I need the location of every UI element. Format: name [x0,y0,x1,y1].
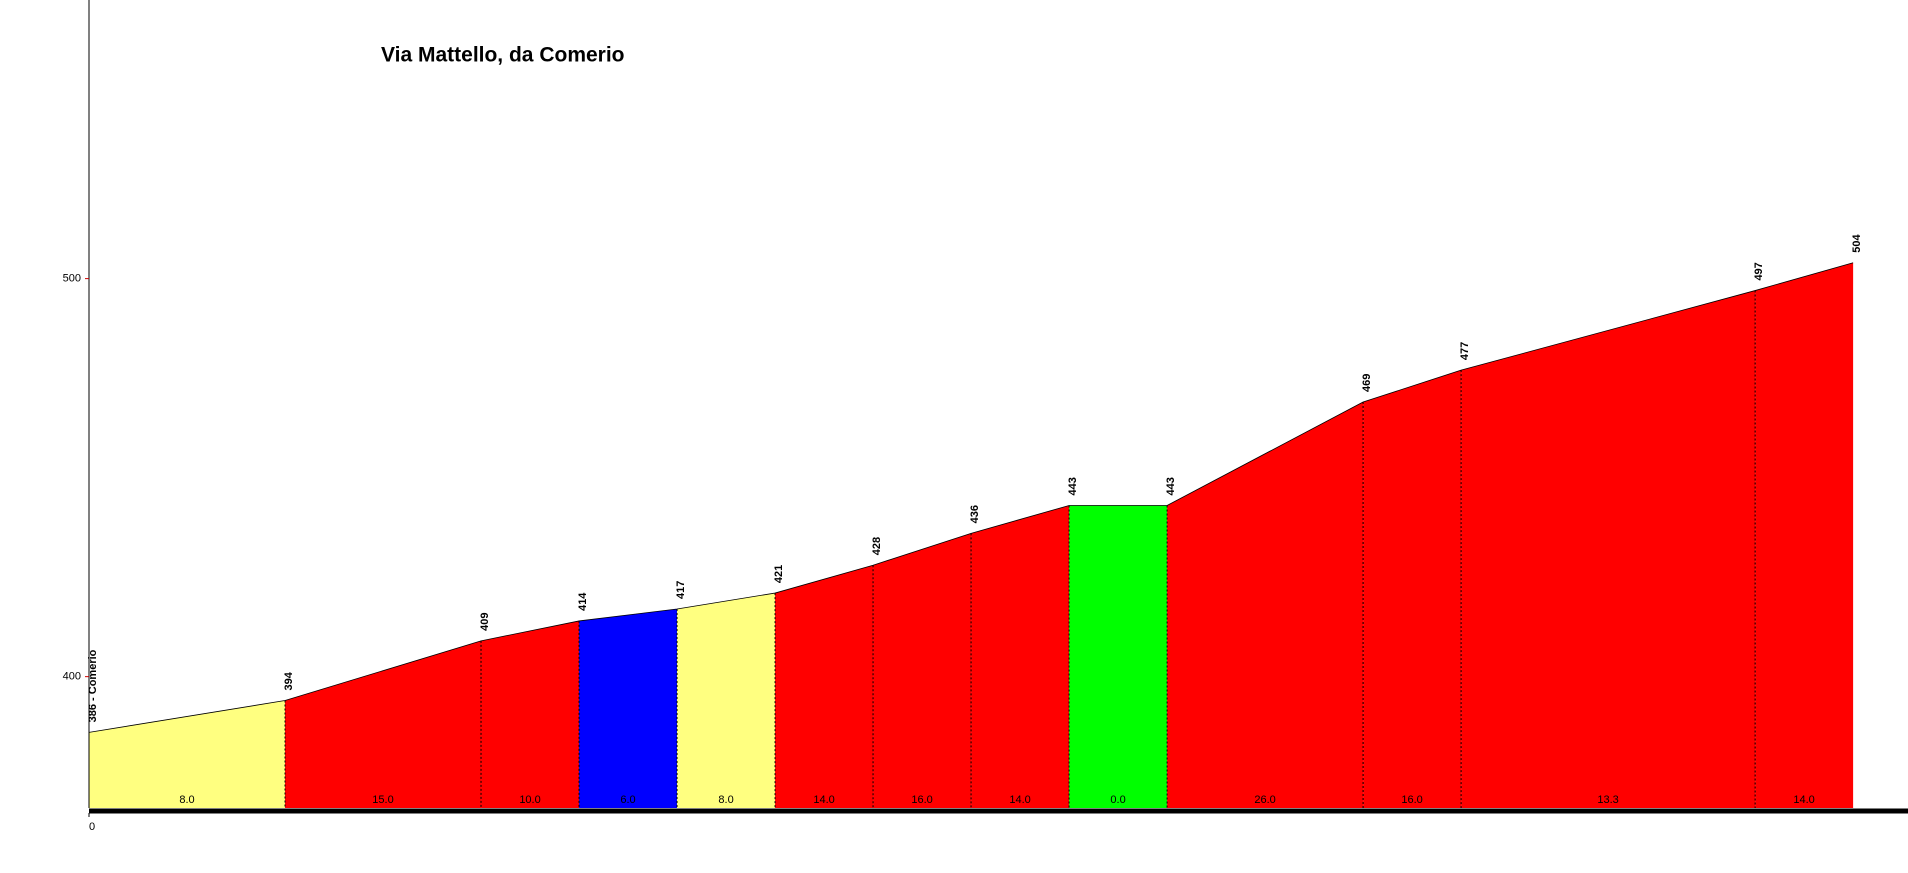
gradient-label: 16.0 [911,794,932,806]
point-label: 386 - Comerio [87,649,99,722]
point-label: 428 [871,537,883,555]
point-label: 414 [577,592,589,611]
segment [481,620,580,808]
segment [89,700,286,808]
segment [775,565,874,808]
y-tick-label: 400 [63,671,81,683]
gradient-label: 0.0 [1110,794,1125,806]
gradient-label: 14.0 [1793,794,1814,806]
chart-title: Via Mattello, da Comerio [381,44,625,67]
segment [1069,505,1168,808]
point-label: 409 [479,612,491,630]
gradient-label: 6.0 [620,794,635,806]
segment [1755,262,1854,809]
segment [579,608,678,808]
segment [873,533,972,808]
gradient-label: 13.3 [1597,794,1618,806]
point-label: 436 [969,505,981,523]
point-label: 421 [773,565,785,583]
point-label: 497 [1753,262,1765,280]
gradient-label: 14.0 [1009,794,1030,806]
point-label: 504 [1851,233,1863,252]
gradient-label: 8.0 [718,794,733,806]
gradient-label: 15.0 [372,794,393,806]
gradient-label: 8.0 [179,794,194,806]
profile-line [88,262,1854,733]
segment [285,640,482,808]
gradient-label: 16.0 [1401,794,1422,806]
gradient-label: 26.0 [1254,794,1275,806]
segment [677,593,776,808]
point-label: 443 [1165,477,1177,495]
segment [1363,370,1462,808]
point-label: 477 [1459,342,1471,360]
point-label: 469 [1361,374,1373,392]
gradient-label: 10.0 [519,794,540,806]
gradient-label: 14.0 [813,794,834,806]
segment [971,505,1070,808]
x-tick-label: 0 [89,821,95,833]
segment [1167,402,1364,808]
point-label: 394 [283,671,295,690]
y-tick-label: 500 [63,273,81,285]
segment [1461,290,1756,808]
point-label: 443 [1067,477,1079,495]
point-label: 417 [675,581,687,599]
